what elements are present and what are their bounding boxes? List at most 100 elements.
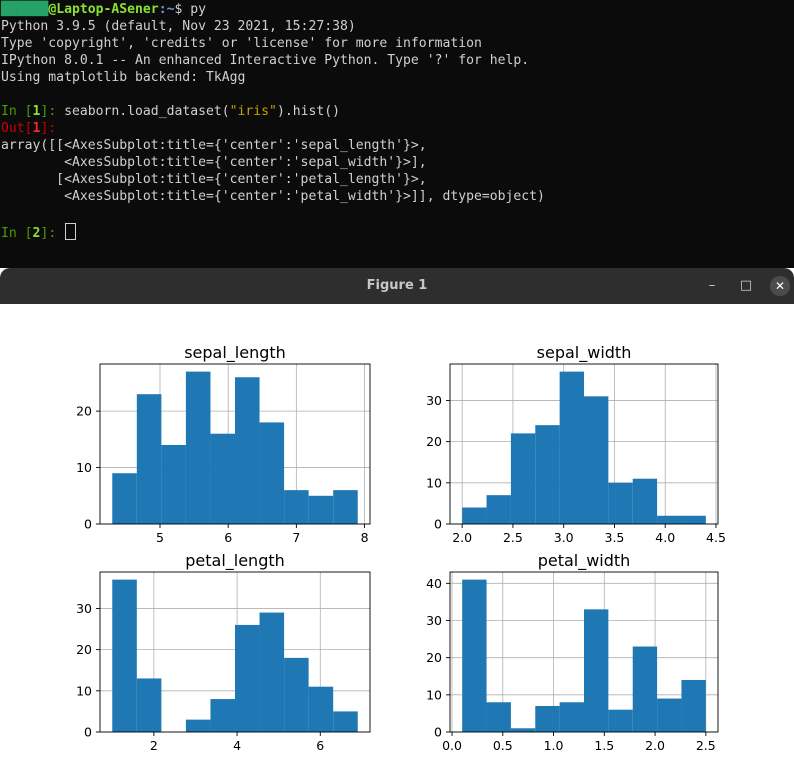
close-button[interactable]: ✕ [770,276,790,296]
text-cursor[interactable] [65,223,77,240]
y-tick-label: 10 [76,460,92,475]
histogram-bar [333,490,358,524]
x-tick-label: 4.5 [706,530,726,545]
histogram-bar [559,371,584,524]
histogram-bar [657,515,682,524]
histogram-bar [510,728,536,732]
y-tick-label: 0 [84,517,92,532]
in-label-close: ]: [40,104,65,119]
histogram-bar [112,473,137,524]
code-call-end: ).hist() [276,104,341,119]
y-tick-label: 40 [426,576,442,591]
x-tick-label: 4.0 [655,530,675,545]
output-line: array([[<AxesSubplot:title={'center':'se… [1,138,427,153]
output-line: <AxesSubplot:title={'center':'petal_widt… [1,189,545,204]
axes-frame [449,571,719,733]
subplot-sepal_length: 5 6 7 8 0 10 20 sepal_length [76,343,371,545]
histogram-bar [185,371,211,524]
x-tick-label: 2.0 [452,530,472,545]
histogram-bar [584,396,609,524]
histogram-bar [486,495,511,524]
histogram-bar [681,515,706,524]
y-tick-label: 0 [84,725,92,740]
minimize-button[interactable]: – [708,278,716,293]
x-tick-label: 4 [233,738,241,753]
code-string: "iris" [229,104,277,119]
out-label-close: ]: [40,121,57,136]
histogram-bar [259,612,285,732]
histogram-bar [235,377,260,524]
banner-line: Using matplotlib backend: TkAgg [1,70,246,85]
y-tick-label: 20 [76,642,92,657]
maximize-button[interactable]: □ [739,278,753,293]
figure-canvas[interactable]: 5 6 7 8 0 10 20 sepal_length 2.0 2.5 3.0 3.5 4.0 4.5 0… [0,304,794,765]
x-tick-label: 2.0 [645,738,665,753]
y-tick-label: 10 [426,687,442,702]
prompt-user: ██████ [1,2,49,17]
y-tick-label: 0 [434,725,442,740]
out-label: Out[ [1,121,33,136]
histogram-bar [681,679,706,732]
y-tick-label: 0 [434,517,442,532]
histogram-bar [462,507,487,524]
y-tick-label: 30 [426,613,442,628]
histogram-bar [210,699,235,732]
histogram-bar [462,579,487,732]
y-tick-label: 10 [76,683,92,698]
subplot-sepal_width: 2.0 2.5 3.0 3.5 4.0 4.5 0 10 20 30 sepal_width [426,343,726,545]
histogram-bar [608,482,633,524]
axes-frame [99,363,371,525]
output-label-line: Out[1]: [1,121,56,138]
in-number: 1 [32,104,41,119]
subplot-petal_width: 0.0 0.5 1.0 1.5 2.0 2.5 0 10 20 30 40 petal_width [426,551,719,753]
code-call: seaborn.load_dataset( [64,104,230,119]
x-tick-label: 6 [316,738,324,753]
prompt-symbol: $ [174,2,191,17]
histogram-bar [210,433,235,524]
banner-line: Python 3.9.5 (default, Nov 23 2021, 15:2… [1,19,356,34]
histogram-bar [486,702,511,732]
x-tick-label: 1.0 [544,738,564,753]
histogram-bar [632,478,658,524]
histogram-bar [185,719,211,732]
out-number: 1 [32,121,41,136]
y-tick-label: 10 [426,475,442,490]
x-tick-label: 3.5 [605,530,625,545]
histogram-bar [535,705,560,732]
histogram-bar [657,698,682,732]
x-tick-label: 5 [156,530,164,545]
histogram-bar [136,394,162,524]
x-tick-label: 0.0 [442,738,462,753]
shell-command: py [190,2,207,17]
subplot-title: petal_length [185,551,285,571]
histogram-bar [161,444,186,524]
y-tick-label: 20 [426,434,442,449]
subplot-title: sepal_length [184,343,286,363]
input-line-2[interactable]: In [2]: [1,223,77,241]
histogram-bar [333,711,358,732]
in-number: 2 [32,226,41,241]
axes-frame [449,363,719,525]
histogram-bar [235,624,260,732]
histogram-bar [259,422,285,524]
x-tick-label: 7 [292,530,300,545]
x-tick-label: 3.0 [554,530,574,545]
in-label-close: ]: [40,226,65,241]
histogram-bar [136,678,162,732]
histogram-bar [559,702,584,732]
window-title: Figure 1 [366,278,428,293]
histogram-bar [632,646,658,732]
histogram-bar [608,709,633,732]
shell-prompt-line: ██████@Laptop-ASener:~$ py [1,2,206,19]
banner-line: IPython 8.0.1 -- An enhanced Interactive… [1,53,530,68]
histogram-bar [308,686,334,732]
terminal-window[interactable]: ██████@Laptop-ASener:~$ py Python 3.9.5 … [0,0,794,268]
in-label: In [ [1,226,33,241]
histogram-bar [510,433,536,524]
histogram-bar [284,490,309,524]
figure-titlebar[interactable]: Figure 1 – □ ✕ [0,268,794,304]
subplot-petal_length: 2 4 6 0 10 20 30 petal_length [76,551,371,753]
x-tick-label: 1.5 [594,738,614,753]
histogram-bar [284,657,309,732]
y-tick-label: 30 [426,393,442,408]
